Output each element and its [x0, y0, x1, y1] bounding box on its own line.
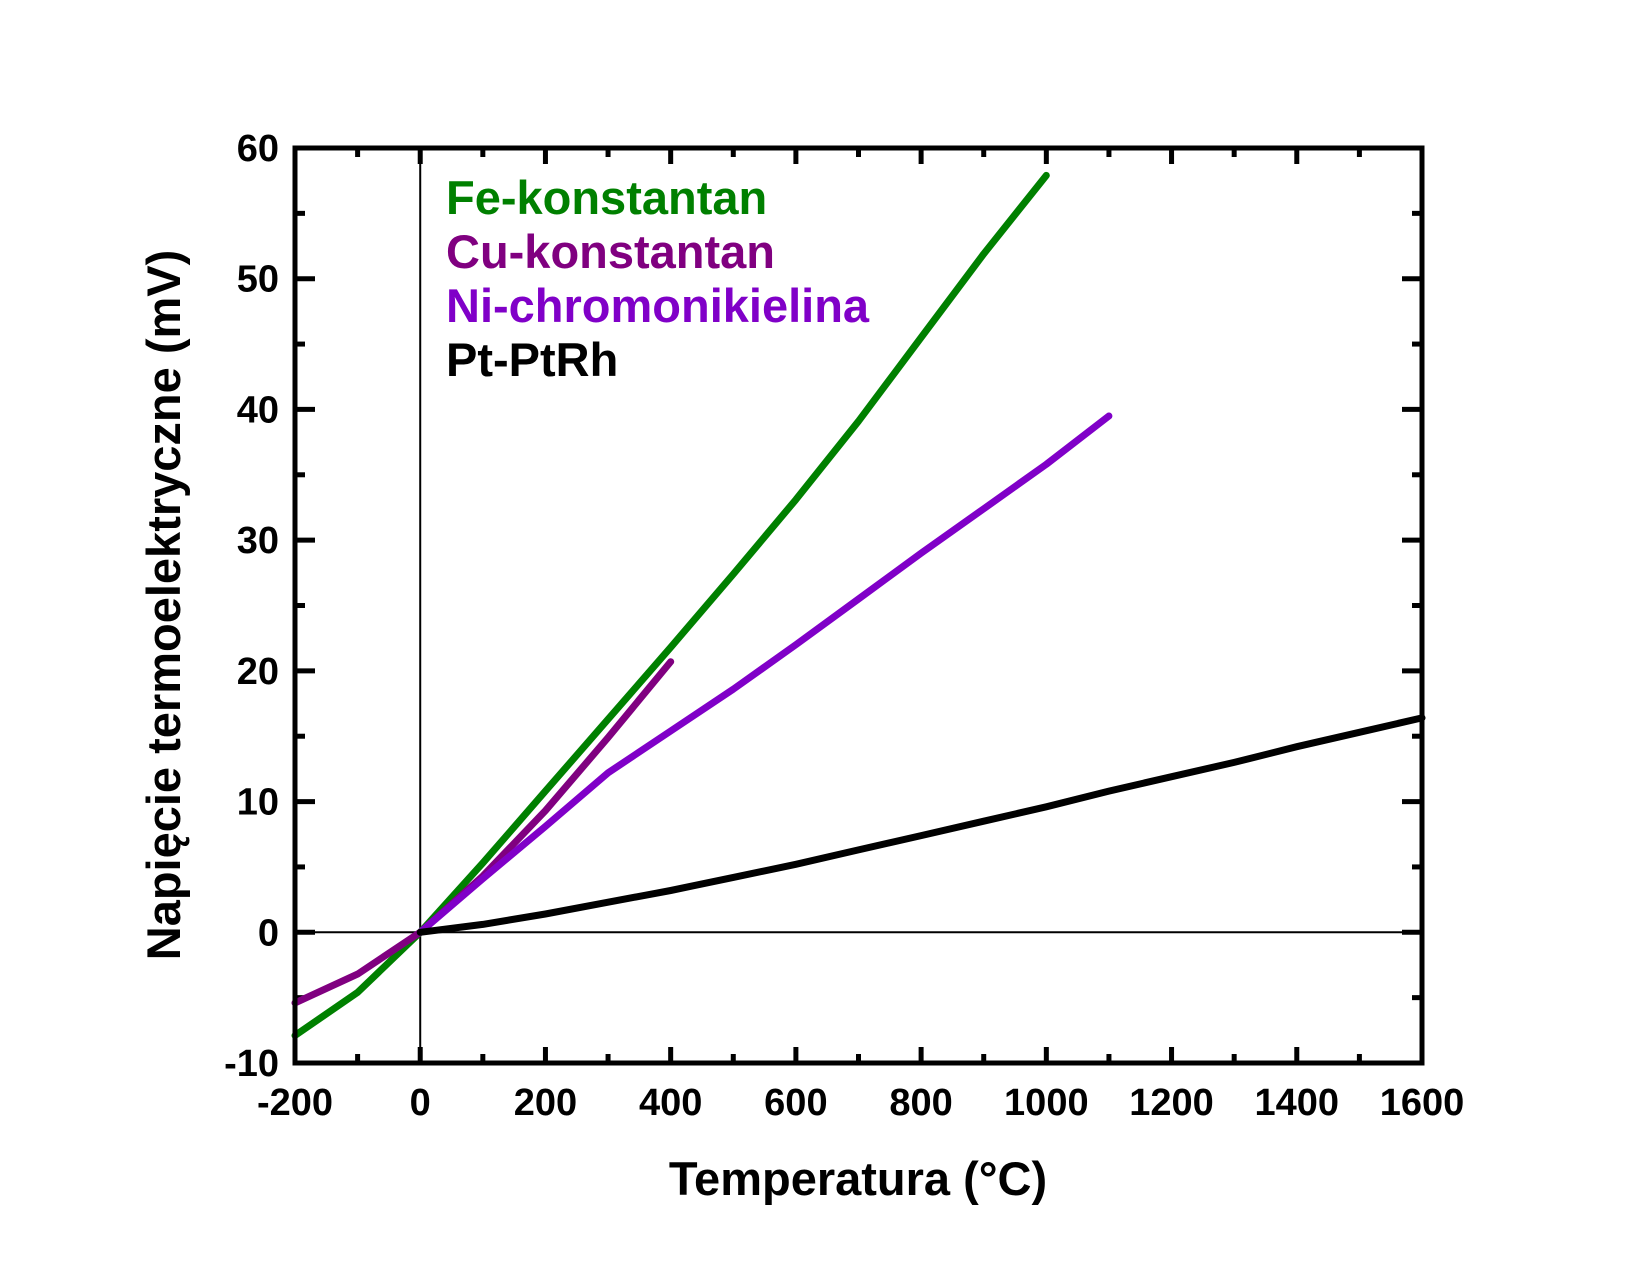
legend-entry: Fe-konstantan — [446, 171, 767, 224]
y-tick-label: -10 — [224, 1043, 279, 1085]
x-axis-title: Temperatura (°C) — [669, 1152, 1047, 1205]
tick-labels: -200 0 200 400 600 800 1000 1200 1400 1600 -10 0 10 2… — [224, 128, 1464, 1124]
plot-frame — [292, 145, 1425, 1066]
x-tick-label: 600 — [764, 1082, 827, 1124]
y-tick-label: 30 — [237, 520, 279, 562]
x-tick-label: 200 — [514, 1082, 577, 1124]
series-line-pt-ptrh — [416, 714, 1426, 936]
legend: Fe-konstantanCu-konstantanNi-chromonikie… — [446, 171, 870, 386]
x-tick-label: -200 — [257, 1082, 333, 1124]
y-tick-label: 0 — [258, 912, 279, 954]
x-tick-label: 400 — [639, 1082, 702, 1124]
legend-entry: Ni-chromonikielina — [446, 279, 870, 332]
y-tick-label: 20 — [237, 651, 279, 693]
y-tick-label: 40 — [237, 389, 279, 431]
legend-entry: Cu-konstantan — [446, 225, 775, 278]
y-tick-label: 10 — [237, 782, 279, 824]
x-tick-label: 1000 — [1004, 1082, 1089, 1124]
x-tick-label: 1400 — [1255, 1082, 1340, 1124]
y-tick-label: 60 — [237, 128, 279, 170]
y-axis-title: Napięcie termoelektryczne (mV) — [137, 250, 190, 961]
x-tick-label: 800 — [889, 1082, 952, 1124]
legend-entry: Pt-PtRh — [446, 333, 618, 386]
x-tick-label: 1200 — [1129, 1082, 1214, 1124]
series-lines — [291, 171, 1426, 1039]
y-tick-label: 50 — [237, 259, 279, 301]
x-tick-label: 1600 — [1380, 1082, 1465, 1124]
x-tick-label: 0 — [410, 1082, 431, 1124]
series-line-ni-chromonikielina — [416, 412, 1113, 936]
